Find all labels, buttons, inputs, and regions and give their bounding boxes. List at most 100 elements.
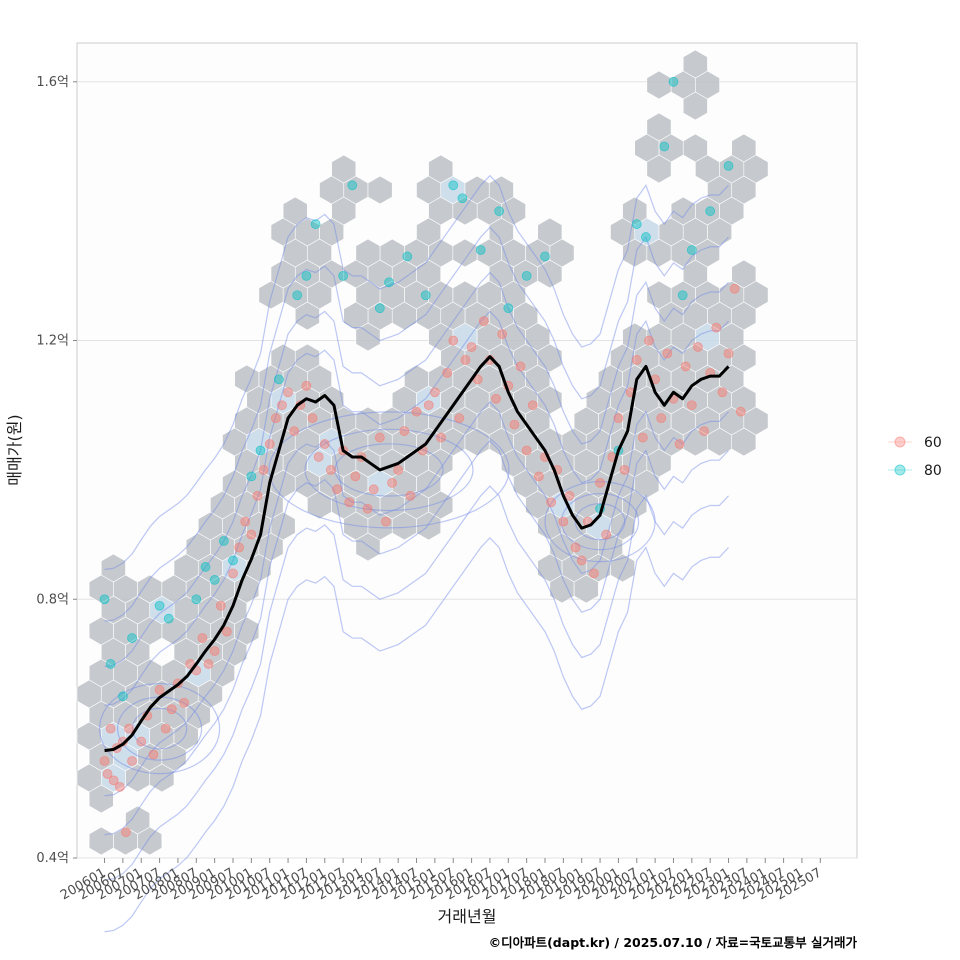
point-60-30 bbox=[258, 465, 269, 475]
hexbin-cell-288 bbox=[452, 238, 478, 268]
point-60-20 bbox=[197, 633, 208, 643]
point-60-35 bbox=[289, 426, 300, 436]
hexbin-cell-248 bbox=[294, 301, 320, 331]
hexbin-cell-313 bbox=[646, 154, 672, 184]
hexbin-cell-330 bbox=[670, 196, 696, 226]
hexbin-cell-335 bbox=[695, 154, 720, 184]
hexbin-cell-242 bbox=[222, 469, 248, 499]
hexbin-cell-244 bbox=[270, 343, 296, 373]
density-contour-0 bbox=[104, 536, 729, 933]
point-60-49 bbox=[374, 432, 385, 443]
point-60-0 bbox=[99, 756, 110, 766]
density-contour-layer bbox=[98, 174, 729, 933]
point-60-44 bbox=[344, 497, 355, 508]
point-60-99 bbox=[680, 361, 691, 372]
point-80-19 bbox=[374, 303, 385, 314]
hexbin-cell-314 bbox=[646, 112, 672, 142]
point-80-18 bbox=[347, 180, 358, 191]
point-60-53 bbox=[399, 426, 410, 436]
density-ring-1-0 bbox=[98, 683, 221, 775]
point-60-13 bbox=[154, 684, 165, 695]
point-60-55 bbox=[411, 406, 422, 417]
point-60-106 bbox=[723, 348, 734, 359]
point-80-39 bbox=[723, 160, 734, 171]
trend-line bbox=[104, 355, 730, 753]
point-60-85 bbox=[595, 477, 605, 488]
point-60-40 bbox=[319, 439, 330, 449]
point-60-74 bbox=[527, 400, 538, 411]
point-60-75 bbox=[533, 471, 544, 482]
point-60-29 bbox=[252, 490, 263, 501]
hexbin-cell-256 bbox=[282, 196, 308, 226]
density-ring-2-0 bbox=[544, 481, 656, 563]
hexbin-cell-317 bbox=[646, 70, 672, 100]
point-60-1 bbox=[102, 769, 113, 779]
legend-key-80 bbox=[894, 464, 906, 476]
hexbin-cell-309 bbox=[622, 196, 648, 226]
point-60-7 bbox=[121, 827, 131, 838]
point-60-54 bbox=[405, 490, 416, 501]
point-60-77 bbox=[546, 497, 557, 508]
legend-label-80: 80 bbox=[924, 463, 942, 479]
point-60-81 bbox=[570, 542, 581, 553]
point-80-10 bbox=[228, 555, 238, 566]
legend-label-60: 60 bbox=[924, 435, 942, 451]
point-80-35 bbox=[668, 76, 679, 87]
point-80-16 bbox=[310, 219, 321, 230]
point-60-91 bbox=[631, 355, 642, 365]
hexbin-cell-331 bbox=[707, 217, 733, 247]
hexbin-cell-260 bbox=[367, 175, 393, 205]
hexbin-cell-234 bbox=[125, 637, 151, 667]
hexbin-cell-285 bbox=[428, 154, 454, 184]
point-80-6 bbox=[191, 594, 202, 605]
hexbin-cell-319 bbox=[682, 49, 708, 79]
y-axis-title: 매매가(원) bbox=[5, 414, 24, 485]
point-60-32 bbox=[270, 413, 281, 424]
point-80-2 bbox=[117, 691, 128, 702]
point-60-66 bbox=[478, 316, 489, 327]
point-60-93 bbox=[644, 335, 654, 346]
point-80-38 bbox=[705, 206, 716, 217]
point-60-2 bbox=[105, 723, 116, 734]
point-80-28 bbox=[521, 270, 532, 281]
point-80-12 bbox=[255, 445, 266, 456]
density-ring-0-1 bbox=[304, 428, 474, 512]
point-80-32 bbox=[631, 219, 642, 230]
point-60-34 bbox=[283, 387, 293, 398]
point-60-17 bbox=[179, 697, 189, 708]
hexbin-cell-337 bbox=[731, 133, 757, 163]
hexbin-cell-41 bbox=[234, 616, 260, 646]
point-60-58 bbox=[429, 387, 440, 398]
density-contour-7 bbox=[104, 174, 729, 571]
point-60-57 bbox=[423, 400, 434, 411]
point-60-64 bbox=[466, 342, 477, 352]
hexbin-cell-262 bbox=[331, 196, 357, 226]
point-60-69 bbox=[497, 329, 508, 339]
point-60-33 bbox=[277, 400, 287, 411]
hexbin-cell-263 bbox=[331, 154, 357, 184]
point-60-42 bbox=[332, 484, 342, 495]
point-60-100 bbox=[686, 400, 697, 411]
point-80-25 bbox=[475, 245, 486, 255]
point-60-12 bbox=[148, 749, 159, 760]
point-80-7 bbox=[200, 562, 211, 572]
point-60-73 bbox=[521, 445, 532, 456]
point-80-24 bbox=[457, 193, 468, 204]
hexbin-cell-280 bbox=[416, 301, 442, 331]
point-60-22 bbox=[209, 646, 220, 656]
point-80-0 bbox=[99, 594, 110, 605]
hexbin-cell-230 bbox=[76, 679, 102, 709]
point-60-68 bbox=[491, 393, 501, 404]
point-60-21 bbox=[203, 659, 214, 669]
hexbin-cell-240 bbox=[185, 532, 211, 562]
hexbin-cell-301 bbox=[537, 217, 563, 247]
hexbin-cell-99 bbox=[355, 532, 381, 562]
point-80-9 bbox=[218, 536, 229, 546]
point-80-11 bbox=[246, 471, 257, 482]
point-60-102 bbox=[699, 426, 709, 436]
axis-layer: 0.4억0.8억1.2억1.6억200601200607200701200707… bbox=[36, 75, 824, 903]
hexbin-cell-143 bbox=[537, 343, 563, 373]
hexbin-cell-336 bbox=[731, 175, 757, 205]
point-60-84 bbox=[589, 568, 599, 579]
